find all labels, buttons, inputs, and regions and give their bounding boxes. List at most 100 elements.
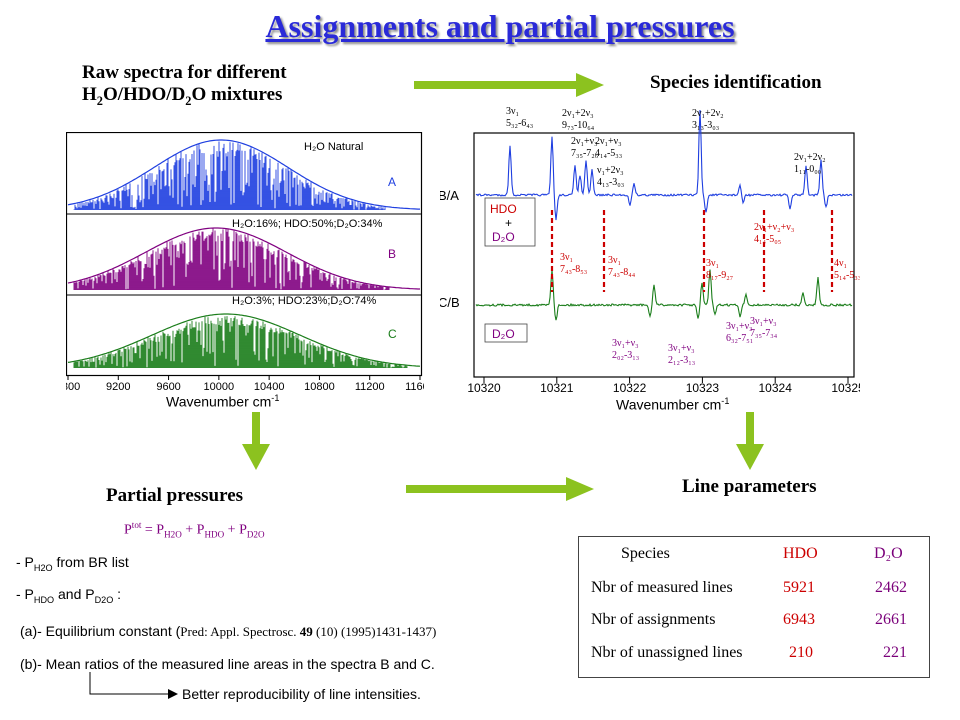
bullet-hdo-d2o: - PHDO and PD2O :: [16, 586, 122, 605]
left-tick-label: 9600: [156, 381, 180, 392]
table-header-row: Species HDO D₂O: [579, 545, 929, 569]
arrow-right-top: [414, 73, 604, 97]
panel-b-letter: B: [388, 247, 396, 261]
table-cell-d2o: 2661: [875, 611, 907, 628]
transition-label: 3ν₁+ν₃: [612, 338, 639, 349]
line-parameters-table: Species HDO D₂O Nbr of measured lines 59…: [578, 536, 930, 678]
right-plot-xlabel: Wavenumber cm-1: [616, 396, 730, 413]
transition-label: 3ν₁: [506, 106, 519, 117]
transition-label: 4ν₁: [834, 258, 847, 269]
transition-label: 1₁₁-0₀₀: [794, 164, 822, 175]
right-tick-label: 10323: [686, 381, 720, 395]
transition-label: 4₁₄-5₀₅: [754, 234, 781, 245]
right-tick-label: 10325: [831, 381, 860, 395]
left-tick-label: 11200: [355, 381, 385, 392]
d2o-label-b: D₂O: [492, 327, 515, 341]
spectrum-panel-c: [67, 313, 421, 368]
note-arrow: [89, 672, 178, 699]
ratio-trace-cb: [475, 269, 853, 321]
table-header-species: Species: [621, 545, 670, 562]
table-row-label: Nbr of unassigned lines: [591, 644, 743, 661]
right-tick-label: 10320: [467, 381, 501, 395]
table-row: Nbr of unassigned lines 210 221: [579, 644, 929, 668]
transition-label: 4₁₃-3₀₃: [597, 177, 624, 188]
d2o-label-a: D₂O: [492, 230, 515, 244]
transition-label: 2ν₁+ν₂+ν₃: [754, 222, 794, 233]
raw-spectra-header-line2: H2O/HDO/D2O mixtures: [82, 84, 283, 108]
left-plot-frame: [66, 132, 423, 377]
table-cell-d2o: 221: [883, 644, 907, 661]
transition-label: 3ν₁: [608, 255, 621, 266]
transition-label: 8₁₇-9₂₇: [706, 270, 733, 281]
panel-a-label: H₂O Natural: [304, 141, 363, 153]
table-header-d2o: D₂O: [874, 545, 903, 562]
line-parameters-header: Line parameters: [682, 476, 817, 497]
transition-label: 2₁₂-3₁₃: [668, 355, 695, 366]
transition-label: 3ν₁+ν₃: [750, 316, 777, 327]
ratio-trace-ba: [475, 109, 853, 221]
label-cb: C/B: [440, 295, 460, 310]
transition-label: 3ν₁+ν₃: [726, 321, 753, 332]
raw-spectra-header-line1: Raw spectra for different: [82, 62, 287, 83]
label-ba: B/A: [440, 188, 459, 203]
transition-label: 2ν₁+ν₃: [595, 136, 622, 147]
spectrum-panel-b: [67, 227, 420, 290]
raw-spectra-header: Raw spectra for different H2O/HDO/D2O mi…: [82, 62, 287, 109]
left-tick-label: 10800: [304, 381, 335, 392]
transition-label: 3₁₃-3₀₃: [692, 120, 719, 131]
left-tick-label: 11600: [405, 381, 424, 392]
d2o-box: [484, 323, 528, 343]
arrow-right-bottom: [406, 477, 594, 501]
right-tick-label: 10324: [759, 381, 793, 395]
table-row: Nbr of measured lines 5921 2462: [579, 579, 929, 603]
transition-label: 9₇₃-10₆₄: [562, 120, 595, 131]
transition-label: 7₄₃-8₄₄: [608, 267, 636, 278]
right-tick-label: 10321: [540, 381, 574, 395]
table-row: Nbr of assignments 6943 2661: [579, 611, 929, 635]
left-tick-label: 10400: [254, 381, 285, 392]
item-b: (b)- Mean ratios of the measured line ar…: [20, 656, 435, 672]
transition-label: 2₀₂-3₁₃: [612, 350, 639, 361]
species-identification-header: Species identification: [650, 72, 822, 93]
panel-a-letter: A: [388, 175, 396, 189]
transition-label: 4₁₄-5₃₃: [595, 148, 622, 159]
table-cell-hdo: 5921: [783, 579, 815, 596]
transition-label: 3ν₁: [560, 252, 573, 263]
transition-label: 6₃₂-7₅₁: [726, 333, 753, 344]
transition-label: ν₁+2ν₃: [597, 165, 624, 176]
partial-pressures-header: Partial pressures: [106, 485, 244, 506]
ptot-equation: Ptot = PH2O + PHDO + PD2O: [124, 520, 265, 540]
table-cell-hdo: 6943: [783, 611, 815, 628]
transition-label: 5₁₄-5₃₃: [834, 270, 860, 281]
left-tick-label: 8800: [66, 381, 80, 392]
plus-label: +: [505, 216, 512, 230]
transition-label: 2ν₁+2ν₃: [562, 108, 594, 119]
transition-label: 2ν₁+2ν₂: [794, 152, 826, 163]
spectrum-panel-a: [67, 139, 420, 210]
table-row-label: Nbr of assignments: [591, 611, 716, 628]
transition-label: 7₃₅-7₃₄: [750, 328, 778, 339]
table-header-hdo: HDO: [783, 545, 818, 562]
table-cell-d2o: 2462: [875, 579, 907, 596]
hdo-d2o-box: [484, 197, 536, 247]
hdo-label: HDO: [490, 202, 517, 216]
transition-label: 2ν₁+ν₃: [571, 136, 598, 147]
panel-c-letter: C: [388, 327, 397, 341]
note-text: Better reproducibility of line intensiti…: [182, 686, 421, 702]
left-tick-label: 10000: [204, 381, 235, 392]
transition-label: 7₄₃-8₅₃: [560, 264, 587, 275]
table-cell-hdo: 210: [789, 644, 813, 661]
transition-label: 5₃₂-6₄₃: [506, 118, 533, 129]
left-tick-label: 9200: [106, 381, 130, 392]
right-tick-label: 10322: [613, 381, 647, 395]
transition-label: 2ν₁+2ν₂: [692, 108, 724, 119]
left-spectra-plot: H₂O Natural A H₂O:16%; HDO:50%;D₂O:34% B…: [66, 132, 424, 392]
left-plot-xlabel: Wavenumber cm-1: [166, 393, 280, 410]
page-title: Assignments and partial pressures: [265, 8, 735, 44]
transition-label: 3ν₁: [706, 258, 719, 269]
arrow-down-right: [736, 412, 764, 470]
arrow-down-left: [242, 412, 270, 470]
panel-c-label: H₂O:3%; HDO:23%;D₂O:74%: [232, 295, 376, 307]
transition-label: 3ν₁+ν₃: [668, 343, 695, 354]
panel-b-label: H₂O:16%; HDO:50%;D₂O:34%: [232, 218, 383, 230]
